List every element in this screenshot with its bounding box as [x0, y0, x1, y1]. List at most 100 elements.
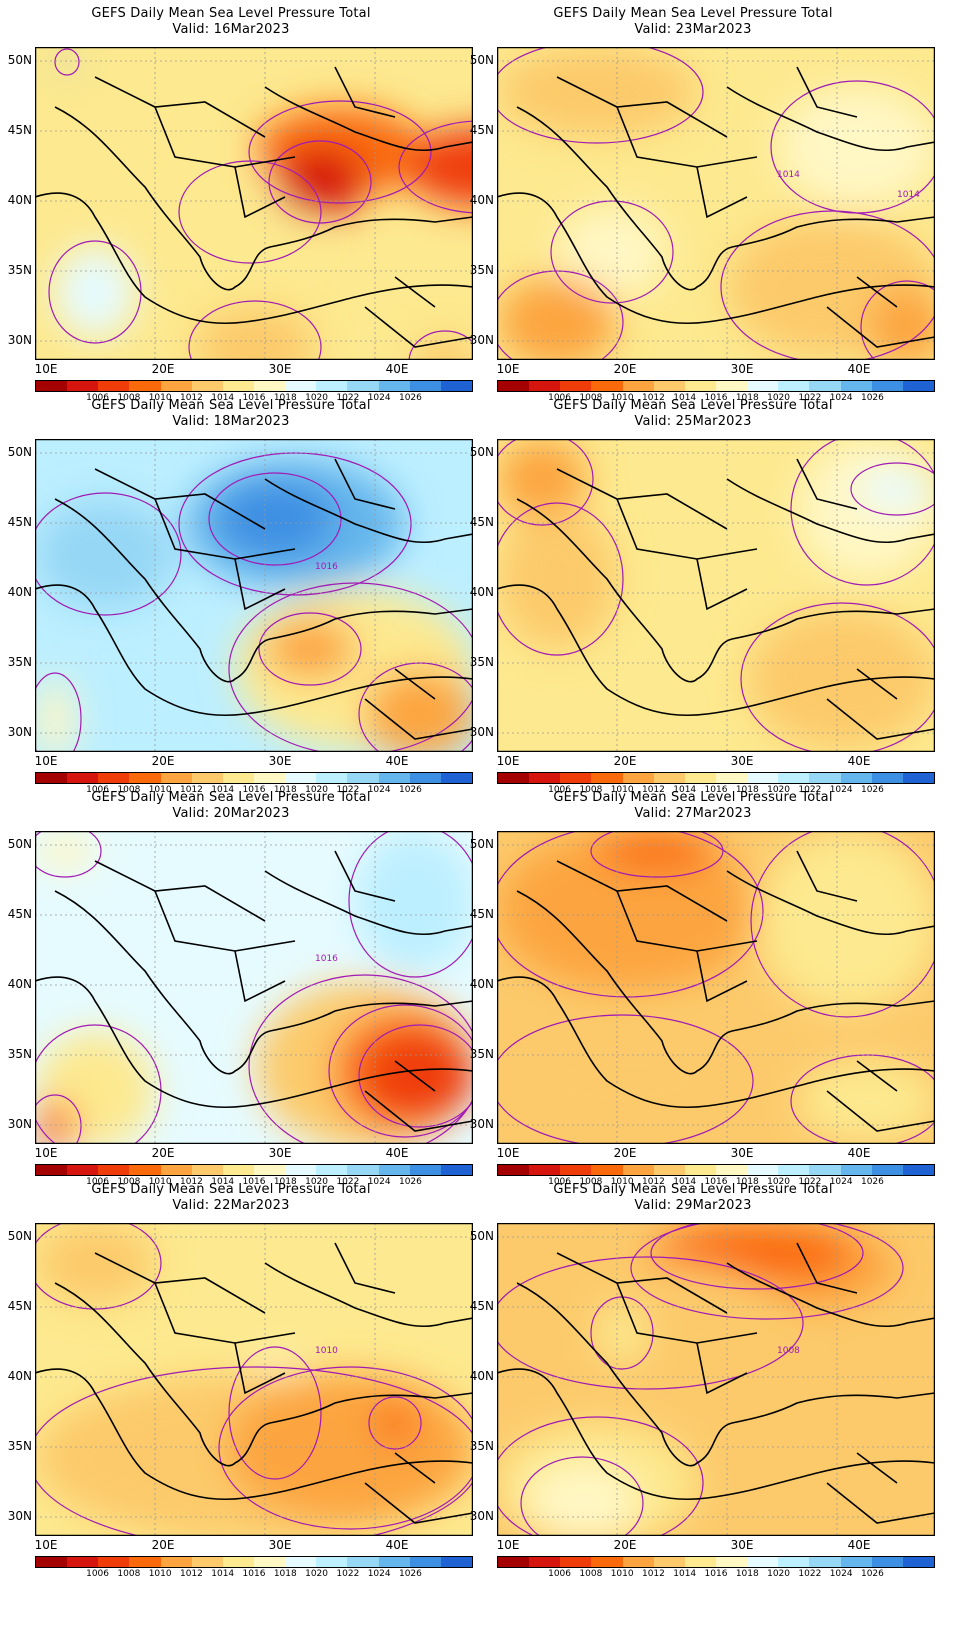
coastline: [556, 1252, 728, 1314]
isobar-contour: [208, 472, 342, 566]
lon-tick-label: 10E: [34, 1538, 58, 1552]
coastline: [726, 1262, 935, 1328]
colorbar-label: 1006: [548, 1177, 572, 1187]
map-panel: GEFS Daily Mean Sea Level Pressure Total…: [462, 1176, 935, 1579]
lat-tick-label: 35N: [469, 263, 494, 277]
coastline: [35, 976, 473, 1109]
coastline: [94, 1252, 266, 1314]
colorbar-label: 1022: [336, 785, 360, 795]
coastline: [54, 1282, 473, 1467]
lat-tick-label: 30N: [7, 1117, 32, 1131]
colorbar-label: 1022: [798, 785, 822, 795]
lon-tick-label: 40E: [385, 1538, 409, 1552]
pressure-region: [35, 679, 75, 752]
coastline: [35, 584, 473, 717]
pressure-region: [597, 1303, 647, 1363]
colorbar-swatch: [347, 381, 379, 391]
lon-tick-label: 20E: [613, 1538, 637, 1552]
panel-valid-date: Valid: 16Mar2023: [172, 22, 290, 37]
coastline: [556, 468, 728, 530]
lat-tick-label: 50N: [7, 445, 32, 459]
pressure-region: [55, 247, 135, 337]
colorbar-label: 1020: [305, 785, 329, 795]
colorbar-swatch: [191, 381, 223, 391]
colorbar-label: 1018: [735, 393, 759, 403]
lat-tick-label: 35N: [469, 1047, 494, 1061]
coastline: [856, 668, 898, 700]
colorbar-swatch: [747, 773, 779, 783]
colorbar-label: 1014: [211, 785, 235, 795]
pressure-region: [375, 1403, 415, 1443]
colorbar-label: 1014: [673, 1569, 697, 1579]
colorbar-swatch: [498, 1557, 530, 1567]
colorbar-label: 1020: [767, 1569, 791, 1579]
colorbar-label: 1020: [767, 393, 791, 403]
colorbar-swatch: [160, 1557, 192, 1567]
coastline: [516, 1282, 935, 1467]
contour-label: 1008: [777, 1346, 800, 1356]
colorbar-label: 1024: [367, 393, 391, 403]
isobar-contour: [368, 1396, 422, 1450]
panel-valid-date: Valid: 27Mar2023: [634, 806, 752, 821]
panel-valid-date: Valid: 29Mar2023: [634, 1198, 752, 1213]
coastline: [35, 192, 473, 325]
colorbar-swatch: [98, 381, 130, 391]
colorbar-swatch: [840, 773, 872, 783]
map-panel: GEFS Daily Mean Sea Level Pressure Total…: [0, 784, 473, 1187]
colorbar-swatch: [653, 1557, 685, 1567]
coastline: [35, 1368, 473, 1501]
coastline: [334, 850, 396, 902]
pressure-region: [777, 87, 935, 207]
coastline: [497, 192, 935, 325]
colorbar-label: 1014: [211, 1569, 235, 1579]
colorbar-label: 1014: [673, 1177, 697, 1187]
coastline: [234, 558, 286, 611]
lon-tick-label: 10E: [496, 1538, 520, 1552]
lat-tick-label: 40N: [469, 585, 494, 599]
colorbar-swatch: [253, 1557, 286, 1567]
isobar-contour: [398, 120, 473, 214]
coastline: [856, 1060, 898, 1092]
colorbar-label: 1022: [336, 393, 360, 403]
colorbar-swatch: [129, 381, 161, 391]
coastline: [616, 106, 758, 168]
lon-tick-label: 20E: [613, 754, 637, 768]
coastline: [264, 1262, 473, 1328]
colorbar-swatch: [36, 1165, 68, 1175]
colorbar-swatch: [902, 773, 934, 783]
colorbar-swatch: [622, 381, 654, 391]
colorbar-label: 1024: [829, 1177, 853, 1187]
colorbar: [35, 1556, 473, 1568]
colorbar-swatch: [160, 381, 192, 391]
pressure-region: [195, 307, 315, 360]
colorbar-swatch: [378, 381, 410, 391]
colorbar-swatch: [871, 381, 903, 391]
lat-tick-label: 40N: [469, 193, 494, 207]
lon-tick-label: 30E: [730, 1146, 754, 1160]
pressure-map: [35, 47, 473, 360]
colorbar-swatch: [747, 1165, 779, 1175]
colorbar-label: 1006: [86, 393, 110, 403]
isobar-contour: [497, 439, 594, 526]
lat-tick-label: 30N: [469, 333, 494, 347]
colorbar-swatch: [653, 381, 685, 391]
colorbar-swatch: [809, 1557, 841, 1567]
colorbar-swatch: [498, 773, 530, 783]
colorbar-label: 1008: [117, 785, 141, 795]
colorbar-swatch: [591, 773, 623, 783]
lon-tick-label: 20E: [151, 362, 175, 376]
colorbar: [497, 772, 935, 784]
coastline: [94, 468, 266, 530]
coastline: [394, 1452, 436, 1484]
colorbar-swatch: [378, 1165, 410, 1175]
colorbar-label: 1008: [117, 1569, 141, 1579]
coastline: [726, 86, 935, 152]
coastline: [616, 498, 758, 560]
pressure-region: [747, 609, 935, 749]
lon-tick-label: 30E: [268, 1146, 292, 1160]
colorbar-label: 1012: [179, 393, 203, 403]
map-frame: [35, 831, 473, 1144]
colorbar-swatch: [902, 1165, 934, 1175]
colorbar-label: 1012: [641, 393, 665, 403]
colorbar-label: 1016: [704, 1569, 728, 1579]
